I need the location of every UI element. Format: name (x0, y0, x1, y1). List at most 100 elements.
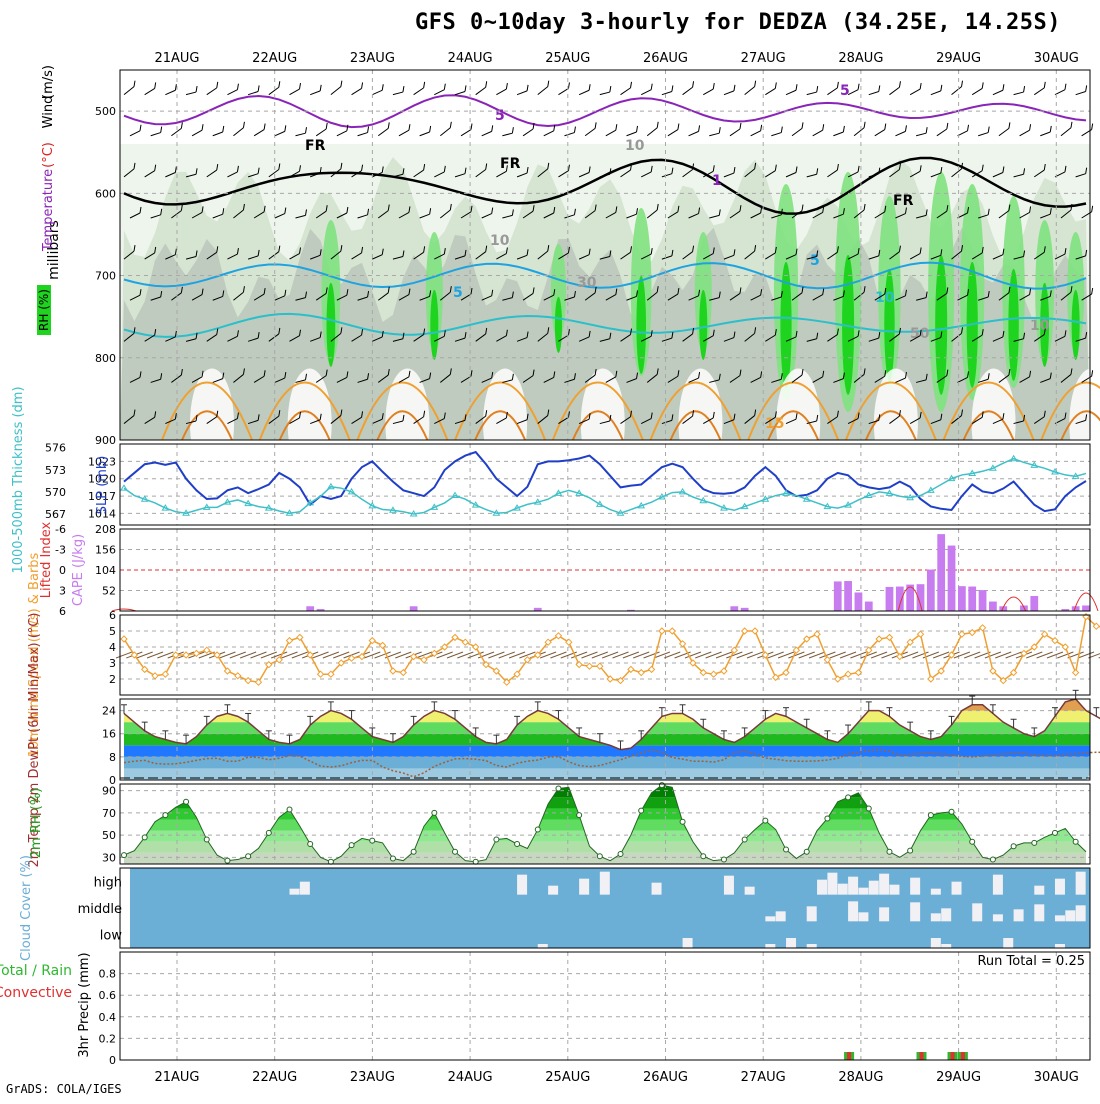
wind10-marker (285, 636, 294, 645)
wind-barb (434, 418, 445, 425)
thickness-marker (989, 464, 997, 471)
wind10-marker (658, 627, 666, 635)
wind10-ylabel: 10m Wind Speed (m/s) & Barbs (27, 552, 42, 757)
wind-barb-flag (133, 409, 136, 416)
wind-barb-flag (884, 287, 887, 295)
wind-barb-flag (801, 204, 804, 211)
wind10-barb (281, 651, 298, 659)
wind-barb-flag (278, 163, 281, 170)
wind-barb-flag (160, 126, 163, 133)
wind-barb-flag (387, 368, 390, 376)
wind-barb (310, 419, 321, 425)
wind-barb (165, 336, 176, 342)
wind-barb-flag (754, 80, 757, 87)
wind-barb-flag (615, 370, 618, 377)
wind-barb-flag (925, 127, 928, 134)
cloud-high-bar (744, 886, 755, 895)
wind10-barb (622, 651, 640, 659)
wind-barb-flag (961, 327, 964, 334)
wind-barb-flag (180, 122, 183, 129)
wind10-marker (306, 651, 314, 659)
wind10-marker (203, 646, 211, 654)
thickness-marker (140, 495, 149, 502)
rh-band (124, 830, 1086, 842)
rh-marker (141, 834, 148, 841)
wind-barb-flag (795, 84, 798, 91)
wind-barb (475, 169, 486, 178)
wind10-marker (740, 627, 749, 635)
wind-barb-flag (491, 371, 494, 379)
wind10-marker (389, 667, 397, 675)
wind-barb (957, 376, 968, 383)
wind-barb-flag (567, 246, 570, 253)
wind-barb (1040, 378, 1051, 383)
rh-marker (1072, 838, 1079, 845)
wind-barb-flag (195, 168, 198, 175)
wind-barb-flag (423, 164, 426, 171)
wind-barb (785, 254, 797, 260)
wind-barb (584, 292, 596, 301)
temp-contour-20-arch (962, 410, 1015, 441)
slp-line (123, 450, 1087, 513)
wind-barb (791, 292, 803, 301)
wind10-barb (912, 651, 929, 659)
wind-barb-flag (630, 81, 633, 88)
wind-barb (998, 374, 1010, 383)
wind-barb-flag (919, 411, 922, 419)
wind-barb (434, 253, 445, 260)
wind-barb (703, 88, 714, 96)
wind-barb (909, 170, 921, 178)
wind-barb-flag (387, 204, 390, 211)
wind-barb (537, 86, 549, 96)
wind10-barb (1088, 653, 1100, 659)
rh-marker (245, 853, 252, 860)
wind-barb-flag (1064, 83, 1067, 90)
wind-barb-flag (305, 209, 307, 216)
thickness-marker (844, 501, 852, 508)
wind-barb-flag (836, 81, 839, 88)
wind-barb-flag (594, 122, 597, 129)
wind-barb (392, 420, 404, 425)
wind-barb (123, 168, 135, 178)
wind-barb (895, 130, 906, 137)
wind-barb (372, 89, 383, 96)
wind-barb-flag (195, 414, 198, 422)
wind-barb (377, 127, 389, 137)
wind10-marker (265, 660, 273, 669)
thickness-marker (802, 495, 811, 502)
wind-barb (868, 173, 879, 178)
wind-barb-flag (305, 291, 307, 298)
wind-barb (682, 169, 693, 178)
wind-barb (330, 86, 342, 96)
wind-barb (723, 172, 735, 178)
cape-bar (409, 606, 418, 611)
wind-barb (909, 417, 921, 424)
wind-barb (661, 255, 673, 260)
wind10-marker (461, 638, 470, 646)
wind-barb (620, 416, 631, 424)
wind-barb (460, 375, 472, 383)
wind-barb (247, 173, 259, 178)
wind10-marker (771, 673, 780, 682)
cloud-high-bar (858, 887, 869, 895)
wind-barb-flag (526, 167, 529, 174)
wind-barb (185, 256, 197, 260)
upper-air-panel: 5 5 FR FR FR 10 10 5 5 30 50 10 15 10 1 (120, 80, 1100, 479)
wind-barb (806, 338, 817, 342)
wind-barb-flag (967, 206, 970, 214)
wind10-barb (819, 651, 836, 659)
wind-barb-flag (340, 245, 343, 252)
wind-barb (336, 212, 348, 219)
wind-barb-flag (491, 125, 494, 132)
wind-barb (998, 292, 1010, 301)
wind-barb (1075, 337, 1086, 342)
wind-barb (1040, 295, 1051, 301)
temp-contour-20-arch (571, 410, 624, 441)
precip-frame (119, 951, 1091, 1061)
wind10-barb (964, 651, 981, 659)
wind-barb (723, 90, 735, 96)
wind-barb-flag (836, 410, 839, 417)
wind-barb-flag (139, 371, 142, 378)
thickness-marker (720, 504, 728, 511)
wind-barb (646, 374, 658, 383)
